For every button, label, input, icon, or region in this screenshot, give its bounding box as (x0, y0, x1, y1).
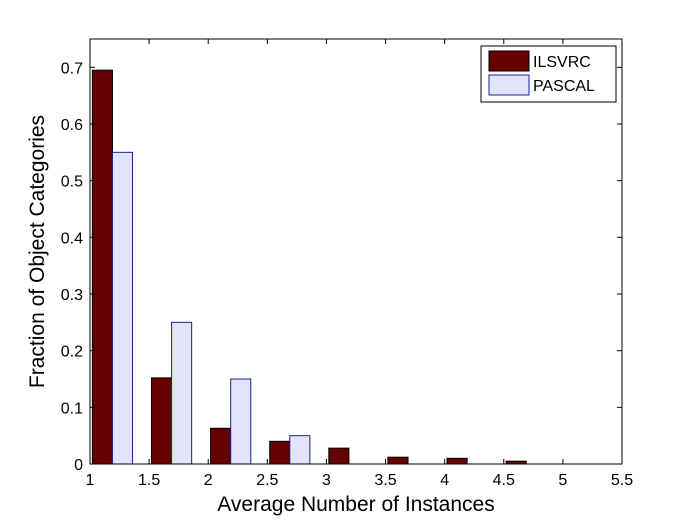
bar-pascal-1 (171, 321, 193, 465)
x-tick-label: 5 (558, 472, 567, 489)
bar-ilsvrc-4 (328, 447, 350, 465)
bar-ilsvrc-5 (387, 456, 409, 465)
legend-swatch-ilsvrc (488, 50, 530, 72)
bar-pascal-0 (111, 151, 134, 465)
bar-pascal-3 (289, 435, 311, 465)
bar-ilsvrc-6 (446, 457, 468, 465)
x-tick-label: 3.5 (374, 472, 396, 489)
y-tick-label: 0.5 (61, 174, 83, 191)
x-tick-label: 5.5 (611, 472, 633, 489)
y-tick-label: 0 (74, 457, 83, 474)
x-tick-label: 2.5 (256, 472, 278, 489)
y-tick-label: 0.6 (61, 117, 83, 134)
bars-group (91, 69, 527, 465)
legend-swatch-pascal (488, 74, 530, 96)
x-tick-label: 3 (322, 472, 331, 489)
x-axis-title: Average Number of Instances (217, 493, 494, 516)
y-tick-label: 0.4 (61, 230, 83, 247)
legend-label-ilsvrc: ILSVRC (533, 54, 591, 71)
y-axis-title: Fraction of Object Categories (26, 115, 49, 388)
x-tick-label: 4.5 (493, 472, 515, 489)
y-tick-label: 0.7 (61, 60, 83, 77)
x-tick-label: 2 (204, 472, 213, 489)
y-tick-label: 0.2 (61, 344, 83, 361)
bar-ilsvrc-1 (150, 377, 173, 465)
bar-pascal-2 (230, 378, 252, 465)
legend: ILSVRC PASCAL (480, 45, 617, 103)
axes-frame (89, 38, 623, 465)
bar-ilsvrc-0 (91, 69, 113, 465)
x-tick-label: 1.5 (138, 472, 160, 489)
bar-ilsvrc-3 (269, 440, 291, 465)
bar-ilsvrc-2 (210, 427, 232, 465)
x-tick-label: 1 (86, 472, 95, 489)
legend-label-pascal: PASCAL (533, 78, 595, 95)
y-tick-label: 0.1 (61, 400, 83, 417)
y-tick-label: 0.3 (61, 287, 83, 304)
ticks-group: 1 1.5 2 2.5 3 3.5 4 4.5 5 5.5 0 0.1 0.2 0.3 0.4 0.5 0.6 0… (61, 39, 633, 489)
x-tick-label: 4 (440, 472, 449, 489)
